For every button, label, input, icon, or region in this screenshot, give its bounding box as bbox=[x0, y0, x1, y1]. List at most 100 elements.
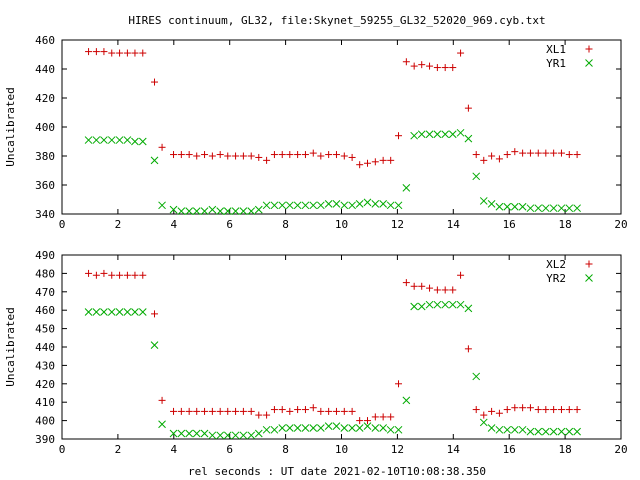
data-point-d2 bbox=[472, 372, 481, 381]
data-point bbox=[278, 151, 286, 159]
data-point bbox=[410, 282, 418, 290]
data-point bbox=[158, 396, 166, 404]
data-point bbox=[169, 429, 178, 438]
data-point bbox=[557, 149, 565, 157]
data-point bbox=[116, 271, 124, 279]
data-point bbox=[247, 207, 256, 215]
data-point bbox=[472, 151, 480, 159]
data-point bbox=[108, 49, 116, 57]
data-point-d2 bbox=[254, 429, 263, 438]
data-point bbox=[356, 161, 364, 169]
data-point bbox=[363, 198, 372, 207]
data-point-d2 bbox=[192, 429, 201, 438]
data-point-d2 bbox=[309, 424, 318, 432]
data-point bbox=[177, 407, 185, 415]
data-point-d2 bbox=[239, 431, 248, 440]
data-point bbox=[565, 427, 574, 436]
data-point-d2 bbox=[278, 424, 287, 432]
data-point bbox=[301, 151, 309, 159]
data-point bbox=[449, 286, 457, 294]
data-point-d2 bbox=[441, 300, 450, 309]
x-tick-label: 4 bbox=[170, 218, 177, 231]
data-point bbox=[542, 406, 550, 414]
data-point bbox=[216, 407, 224, 415]
data-point bbox=[170, 151, 178, 159]
data-point-d2 bbox=[115, 308, 124, 316]
data-point bbox=[100, 269, 108, 277]
y-tick-label: 440 bbox=[35, 63, 55, 76]
data-point bbox=[247, 152, 255, 160]
data-point bbox=[216, 207, 225, 215]
data-point bbox=[254, 429, 263, 438]
data-point-d2 bbox=[316, 424, 325, 432]
data-point bbox=[573, 427, 581, 436]
data-point-d2 bbox=[386, 425, 395, 434]
data-point-d2 bbox=[293, 201, 302, 210]
data-point bbox=[92, 271, 100, 279]
data-point-d2 bbox=[557, 204, 566, 213]
data-point bbox=[309, 424, 318, 432]
y-tick-label: 420 bbox=[35, 378, 55, 391]
data-point bbox=[131, 308, 139, 316]
data-point bbox=[371, 413, 379, 421]
data-point bbox=[495, 155, 503, 163]
data-point bbox=[565, 406, 573, 414]
data-point bbox=[309, 404, 317, 412]
data-point bbox=[116, 49, 124, 57]
data-point bbox=[426, 62, 434, 70]
data-point bbox=[185, 151, 193, 159]
data-point bbox=[386, 201, 395, 210]
data-point bbox=[379, 424, 387, 432]
data-point-d2 bbox=[487, 424, 496, 432]
data-point bbox=[286, 151, 294, 159]
data-point bbox=[232, 152, 240, 160]
data-point bbox=[503, 406, 511, 414]
data-point bbox=[107, 308, 116, 316]
legend-label: YR2 bbox=[546, 272, 566, 285]
x-tick-label: 6 bbox=[226, 218, 233, 231]
data-point-d2 bbox=[355, 424, 364, 432]
legend-marker bbox=[585, 274, 593, 282]
data-point bbox=[177, 207, 186, 215]
data-point bbox=[449, 64, 457, 72]
data-point bbox=[316, 201, 325, 210]
data-point bbox=[332, 422, 341, 430]
data-point bbox=[138, 308, 147, 316]
data-point bbox=[363, 417, 371, 425]
data-point bbox=[332, 151, 340, 159]
data-point-d2 bbox=[223, 207, 232, 215]
data-point bbox=[526, 204, 535, 213]
series-XL2 bbox=[85, 269, 581, 425]
data-point-d2 bbox=[448, 300, 457, 309]
data-point-d2 bbox=[425, 130, 434, 139]
legend-label: XL1 bbox=[546, 43, 566, 56]
data-point bbox=[441, 286, 449, 294]
data-point-d2 bbox=[573, 204, 581, 213]
data-point-d2 bbox=[123, 308, 132, 316]
data-point bbox=[511, 148, 519, 156]
data-point-d2 bbox=[208, 431, 217, 440]
data-point-d2 bbox=[510, 202, 519, 211]
x-tick-label: 14 bbox=[447, 443, 461, 456]
x-tick-label: 12 bbox=[391, 443, 404, 456]
data-point bbox=[270, 151, 278, 159]
data-point bbox=[270, 201, 279, 210]
data-point bbox=[526, 404, 534, 412]
data-point-d2 bbox=[417, 130, 426, 139]
data-point bbox=[107, 136, 116, 144]
data-point-d2 bbox=[332, 199, 341, 208]
data-point bbox=[278, 424, 287, 432]
data-point-d2 bbox=[541, 427, 550, 436]
data-point-d2 bbox=[185, 207, 194, 215]
data-point-d2 bbox=[115, 136, 124, 144]
x-tick-label: 16 bbox=[503, 218, 516, 231]
data-point bbox=[223, 431, 232, 440]
data-point-d2 bbox=[150, 156, 159, 165]
data-point bbox=[340, 424, 349, 432]
data-point-d2 bbox=[247, 431, 256, 440]
data-point bbox=[495, 202, 504, 211]
data-point bbox=[239, 407, 247, 415]
x-tick-label: 18 bbox=[558, 443, 571, 456]
data-point-d2 bbox=[231, 207, 240, 215]
data-point-d2 bbox=[363, 198, 372, 207]
